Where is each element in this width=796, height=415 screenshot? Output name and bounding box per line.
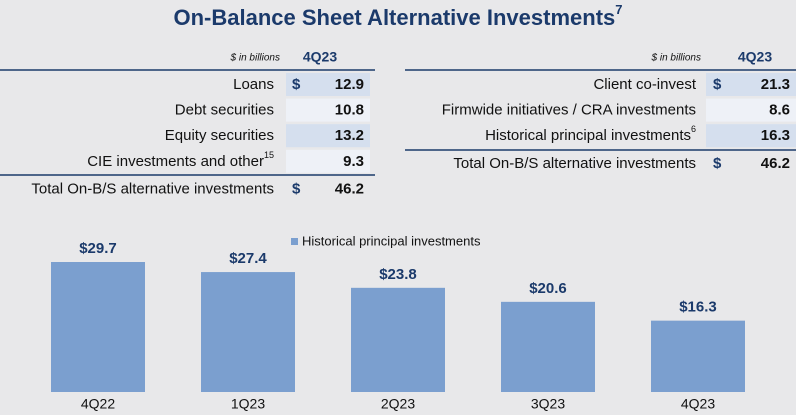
row-value: 46.2 [761,155,790,172]
unit-note: $ in billions [651,53,701,64]
legend-label: Historical principal investments [302,233,481,248]
row-label-text: Firmwide initiatives / CRA investments [442,102,696,119]
row-label: CIE investments and other15 [87,150,274,170]
row-value: 46.2 [335,180,364,197]
column-header: 4Q23 [738,49,772,65]
row-label: Client co-invest [593,76,696,93]
row-value: 12.9 [335,76,364,93]
currency: $ [713,155,722,172]
row-label: Total On-B/S alternative investments [453,155,696,172]
legend-swatch [291,238,298,245]
row-label: Loans [233,76,274,93]
currency: $ [292,76,301,93]
bar [351,287,445,392]
x-tick-label: 4Q22 [81,396,115,412]
column-header: 4Q23 [303,49,337,65]
row-label-sup: 15 [264,150,274,160]
row-value: 10.8 [335,102,364,119]
row-value: 16.3 [761,127,790,144]
row-label: Debt securities [175,102,274,119]
row-label-sup: 6 [691,125,696,135]
bar [201,272,295,392]
value-label: $29.7 [79,240,117,257]
cell-shade [706,124,796,148]
cell-shade [286,98,370,122]
currency: $ [713,76,722,93]
row-value: 13.2 [335,127,364,144]
row-label-text: Client co-invest [593,76,696,93]
bar [651,320,745,392]
bar [501,301,595,392]
row-label-text: Total On-B/S alternative investments [31,180,274,197]
row-value: 8.6 [769,102,790,119]
title-text: On-Balance Sheet Alternative Investments [173,5,615,30]
value-label: $27.4 [229,250,267,267]
row-label-text: Historical principal investments [485,127,691,144]
value-label: $16.3 [679,299,717,316]
value-label: $20.6 [529,280,567,297]
row-label-text: Total On-B/S alternative investments [453,155,696,172]
x-tick-label: 4Q23 [681,396,715,412]
x-tick-label: 2Q23 [381,396,415,412]
value-label: $23.8 [379,266,417,283]
slide-title: On-Balance Sheet Alternative Investments… [173,2,622,29]
row-label-text: Equity securities [165,127,274,144]
bar [51,262,145,392]
cell-shade [706,73,796,96]
x-tick-label: 3Q23 [531,396,565,412]
row-label-text: Loans [233,76,274,93]
row-label: Total On-B/S alternative investments [31,180,274,197]
row-label: Historical principal investments6 [485,125,696,145]
row-value: 9.3 [343,153,364,170]
row-label-text: Debt securities [175,102,274,119]
row-label: Firmwide initiatives / CRA investments [442,102,696,119]
cell-shade [286,149,370,173]
currency: $ [292,180,301,197]
unit-note: $ in billions [230,53,280,64]
cell-shade [286,124,370,148]
x-tick-label: 1Q23 [231,396,265,412]
row-label: Equity securities [165,127,274,144]
row-value: 21.3 [761,76,790,93]
row-label-text: CIE investments and other [87,153,264,170]
cell-shade [286,73,370,96]
title-sup: 7 [615,2,622,17]
cell-shade [706,98,796,122]
